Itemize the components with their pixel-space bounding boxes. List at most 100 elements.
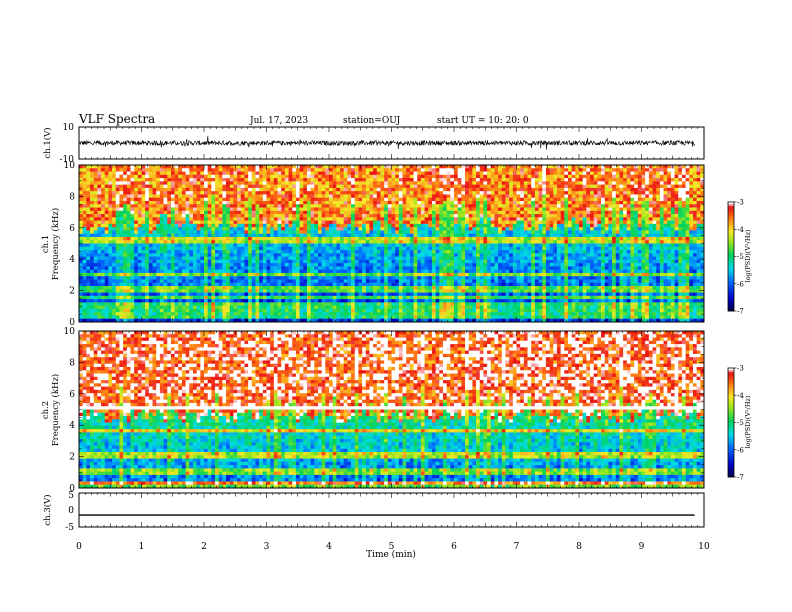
ch1-spectrogram-cell — [535, 181, 539, 185]
ch1-spectrogram-cell — [193, 244, 197, 248]
ch1-spectrogram-cell — [436, 165, 440, 169]
ch1-spectrogram-cell — [355, 178, 359, 182]
ch1-spectrogram-cell — [572, 198, 576, 202]
ch1-spectrogram-cell — [656, 244, 660, 248]
ch1-spectrogram-cell — [491, 208, 495, 212]
ch1-spectrogram-cell — [399, 217, 403, 221]
ch1-spectrogram-cell — [127, 230, 131, 234]
ch1-spectrogram-cell — [535, 214, 539, 218]
ch1-spectrogram-cell — [653, 198, 657, 202]
ch1-spectrogram-cell — [255, 204, 259, 208]
ch1-spectrogram-cell — [675, 188, 679, 192]
ch1-spectrogram-cell — [601, 181, 605, 185]
ch1-spectrogram-cell — [520, 217, 524, 221]
ch1-spectrogram-cell — [550, 194, 554, 198]
ch1-spectrogram-cell — [274, 230, 278, 234]
ch1-spectrogram-cell — [686, 168, 690, 172]
ch1-spectrogram-cell — [517, 250, 521, 254]
ch1-spectrogram-cell — [311, 237, 315, 241]
ch1-spectrogram-cell — [436, 188, 440, 192]
ch1-spectrogram-cell — [689, 227, 693, 231]
ch1-spectrogram-cell — [627, 181, 631, 185]
ch1-spectrogram-cell — [90, 234, 94, 238]
ch1-spectrogram-cell — [94, 181, 98, 185]
ch1-spectrogram-cell — [116, 185, 120, 189]
ch1-spectrogram-cell — [127, 234, 131, 238]
ch1-spectrogram-cell — [630, 230, 634, 234]
ch1-spectrogram-cell — [351, 250, 355, 254]
ch1-spectrogram-cell — [344, 240, 348, 244]
ch1-spectrogram-cell — [421, 227, 425, 231]
ch1-spectrogram-cell — [472, 227, 476, 231]
ch1-spectrogram-cell — [634, 165, 638, 169]
ch1-spectrogram-cell — [689, 221, 693, 225]
ch1-spectrogram-cell — [270, 178, 274, 182]
ch1-spectrogram-cell — [369, 188, 373, 192]
ch1-spectrogram-cell — [384, 204, 388, 208]
ch1-spectrogram-cell — [546, 208, 550, 212]
ch1-spectrogram-cell — [568, 237, 572, 241]
ch1-spectrogram-cell — [175, 172, 179, 176]
ch1-spectrogram-cell — [142, 172, 146, 176]
ch1-spectrogram-cell — [138, 227, 142, 231]
ch1-spectrogram-cell — [127, 188, 131, 192]
ch1-spectrogram-cell — [237, 247, 241, 251]
ch1-spectrogram-cell — [645, 185, 649, 189]
ch1-spectrogram-cell — [252, 227, 256, 231]
ch1-spectrogram-cell — [255, 198, 259, 202]
ch1-spectrogram-cell — [142, 185, 146, 189]
ch1-spectrogram-cell — [105, 194, 109, 198]
ch1-spectrogram-cell — [108, 194, 112, 198]
ch1-spectrogram-cell — [480, 227, 484, 231]
ch1-spectrogram-cell — [97, 227, 101, 231]
ch1-spectrogram-cell — [667, 208, 671, 212]
ch1-spectrogram-cell — [90, 214, 94, 218]
ch1-spectrogram-cell — [248, 178, 252, 182]
ch1-spectrogram-cell — [270, 201, 274, 205]
ch1-spectrogram-cell — [145, 188, 149, 192]
ch1-spectrogram-cell — [528, 224, 532, 228]
ch1-spectrogram-cell — [649, 211, 653, 215]
ch1-spectrogram-cell — [311, 198, 315, 202]
ch1-spectrogram-cell — [645, 214, 649, 218]
ch1-spectrogram-cell — [215, 185, 219, 189]
ch1-spectrogram-cell — [656, 204, 660, 208]
ch1-spectrogram-cell — [469, 168, 473, 172]
ch1-spectrogram-cell — [450, 240, 454, 244]
ch1-spectrogram-cell — [347, 224, 351, 228]
ch1-spectrogram-cell — [502, 234, 506, 238]
ch1-spectrogram-cell — [233, 204, 237, 208]
ch1-spectrogram-cell — [487, 253, 491, 257]
ch1-spectrogram-cell — [97, 244, 101, 248]
ch1-spectrogram-cell — [465, 175, 469, 179]
ch1-spectrogram-cell — [458, 250, 462, 254]
ch1-spectrogram-cell — [630, 191, 634, 195]
ch1-spectrogram-cell — [465, 165, 469, 169]
ch1-spectrogram-cell — [494, 247, 498, 251]
ch1-spectrogram-cell — [241, 217, 245, 221]
ch1-spectrogram-cell — [156, 253, 160, 257]
ch1-spectrogram-cell — [583, 204, 587, 208]
ch1-spectrogram-cell — [395, 168, 399, 172]
ch1-spectrogram-cell — [414, 221, 418, 225]
ch1-spectrogram-cell — [167, 214, 171, 218]
ch1-spectrogram-cell — [502, 181, 506, 185]
ch1-spectrogram-cell — [193, 168, 197, 172]
ch1-spectrogram-cell — [579, 194, 583, 198]
ch1-spectrogram-cell — [447, 214, 451, 218]
ch1-spectrogram-cell — [539, 224, 543, 228]
ch1-spectrogram-cell — [509, 237, 513, 241]
ch1-spectrogram-cell — [373, 224, 377, 228]
ch1-spectrogram-cell — [270, 244, 274, 248]
ch1-spectrogram-cell — [561, 240, 565, 244]
ch1-spectrogram-cell — [682, 208, 686, 212]
ch1-spectrogram-cell — [619, 250, 623, 254]
ch1-spectrogram-cell — [149, 168, 153, 172]
ch1-spectrogram-cell — [678, 211, 682, 215]
ch1-spectrogram-cell — [561, 198, 565, 202]
ch1-spectrogram-cell — [443, 172, 447, 176]
ch1-spectrogram-cell — [285, 247, 289, 251]
ch1-spectrogram-cell — [498, 227, 502, 231]
ch1-spectrogram-cell — [112, 244, 116, 248]
ch1-spectrogram-cell — [425, 175, 429, 179]
